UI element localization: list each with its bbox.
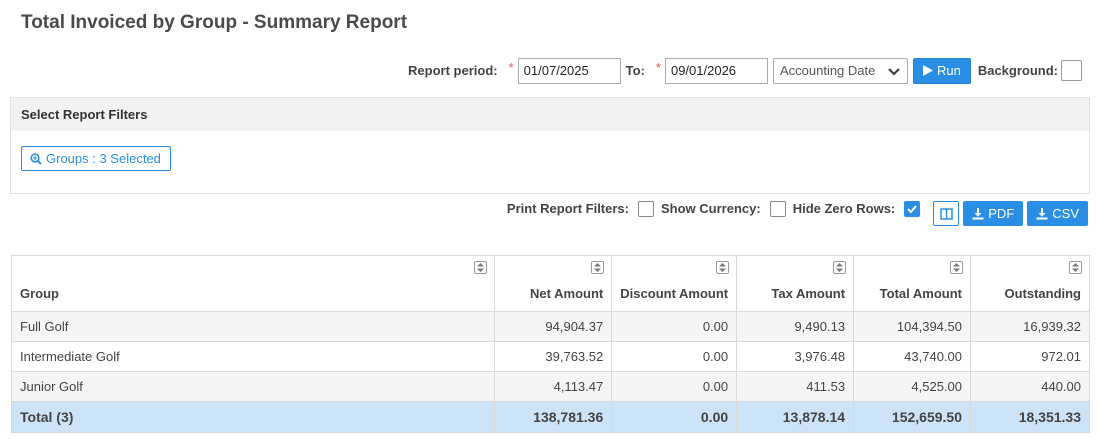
background-checkbox[interactable] [1061,60,1082,81]
page-title: Total Invoiced by Group - Summary Report [21,12,408,33]
report-options-bar: Print Report Filters: Show Currency: Hid… [507,200,1088,226]
column-header-label: Net Amount [530,286,604,301]
column-header-label: Discount Amount [620,286,729,301]
cell-total-amount: 4,525.00 [853,371,971,402]
date-type-value: Accounting Date [779,63,876,78]
required-marker: * [508,60,514,75]
cell-net-amount: 4,113.47 [494,371,613,402]
column-header-group[interactable]: Group [10,255,496,312]
hide-zero-rows-label: Hide Zero Rows: [792,201,896,216]
to-label: To: [625,63,645,78]
total-outstanding: 18,351.33 [970,401,1090,433]
columns-toggle-button[interactable] [933,201,960,226]
background-label: Background: [977,63,1058,78]
groups-filter-button[interactable]: Groups : 3 Selected [21,146,171,171]
cell-tax-amount: 411.53 [736,371,855,402]
column-header-label: Group [20,286,59,301]
cell-net-amount: 39,763.52 [494,341,613,372]
groups-filter-label: Groups : 3 Selected [46,151,161,166]
cell-net-amount: 94,904.37 [494,311,613,342]
to-date-input[interactable]: 09/01/2026 [664,57,768,84]
run-button-label: Run [936,63,961,78]
sort-icon[interactable] [716,261,730,274]
total-label: Total (3) [10,401,496,433]
sort-icon[interactable] [1069,261,1082,274]
table-total-row: Total (3) 138,781.36 0.00 13,878.14 152,… [10,401,1090,433]
hide-zero-rows-checkbox[interactable] [904,201,921,217]
column-header-discount-amount[interactable]: Discount Amount [611,255,738,312]
column-header-label: Total Amount [879,286,962,301]
required-marker: * [655,60,661,75]
cell-discount-amount: 0.00 [611,371,738,402]
report-filters-panel: Select Report Filters Groups : 3 Selecte… [10,97,1090,194]
table-row: Junior Golf 4,113.47 0.00 411.53 4,525.0… [10,371,1090,402]
chevron-down-icon [888,67,900,75]
csv-export-button[interactable]: CSV [1027,201,1088,226]
download-icon [1036,207,1048,219]
report-table: Group Net Amount Discount Amount Tax Amo… [10,255,1090,433]
total-net-amount: 138,781.36 [494,401,613,433]
column-header-label: Outstanding [1004,286,1081,301]
date-type-select[interactable]: Accounting Date [772,57,908,84]
cell-group: Full Golf [10,311,496,342]
column-header-tax-amount[interactable]: Tax Amount [736,255,855,312]
download-icon [972,207,984,219]
sort-icon[interactable] [591,261,605,274]
cell-outstanding: 972.01 [970,341,1090,372]
column-header-outstanding[interactable]: Outstanding [970,255,1090,312]
sort-icon[interactable] [950,261,963,274]
print-filters-label: Print Report Filters: [506,201,629,216]
print-filters-checkbox[interactable] [638,201,654,217]
cell-outstanding: 16,939.32 [970,311,1090,342]
report-period-bar: Report period: * 01/07/2025 To: * 09/01/… [408,57,1082,84]
table-row: Full Golf 94,904.37 0.00 9,490.13 104,39… [10,311,1090,342]
cell-tax-amount: 9,490.13 [736,311,855,342]
total-tax-amount: 13,878.14 [736,401,855,433]
run-button[interactable]: Run [912,57,971,84]
from-date-input[interactable]: 01/07/2025 [517,57,621,84]
column-header-net-amount[interactable]: Net Amount [494,255,613,312]
cell-tax-amount: 3,976.48 [736,341,855,372]
cell-total-amount: 43,740.00 [853,341,971,372]
column-header-total-amount[interactable]: Total Amount [853,255,971,312]
table-row: Intermediate Golf 39,763.52 0.00 3,976.4… [10,341,1090,372]
columns-icon [940,207,953,220]
column-header-label: Tax Amount [771,286,846,301]
show-currency-checkbox[interactable] [769,201,786,217]
cell-discount-amount: 0.00 [611,311,738,342]
report-period-label: Report period: [408,63,498,78]
table-header-row: Group Net Amount Discount Amount Tax Amo… [10,255,1090,312]
cell-total-amount: 104,394.50 [853,311,971,342]
cell-group: Intermediate Golf [10,341,496,372]
cell-outstanding: 440.00 [970,371,1090,402]
csv-export-label: CSV [1052,206,1079,221]
sort-icon[interactable] [833,261,847,274]
zoom-search-icon [30,152,42,165]
sort-icon[interactable] [474,261,488,274]
pdf-export-button[interactable]: PDF [963,201,1024,226]
total-total-amount: 152,659.50 [853,401,971,433]
cell-discount-amount: 0.00 [611,341,738,372]
checkmark-icon [907,205,918,214]
show-currency-label: Show Currency: [661,201,761,216]
total-discount-amount: 0.00 [611,401,738,433]
pdf-export-label: PDF [988,206,1015,221]
cell-group: Junior Golf [10,371,496,402]
report-filters-header: Select Report Filters [11,98,1089,131]
play-icon [922,65,933,76]
